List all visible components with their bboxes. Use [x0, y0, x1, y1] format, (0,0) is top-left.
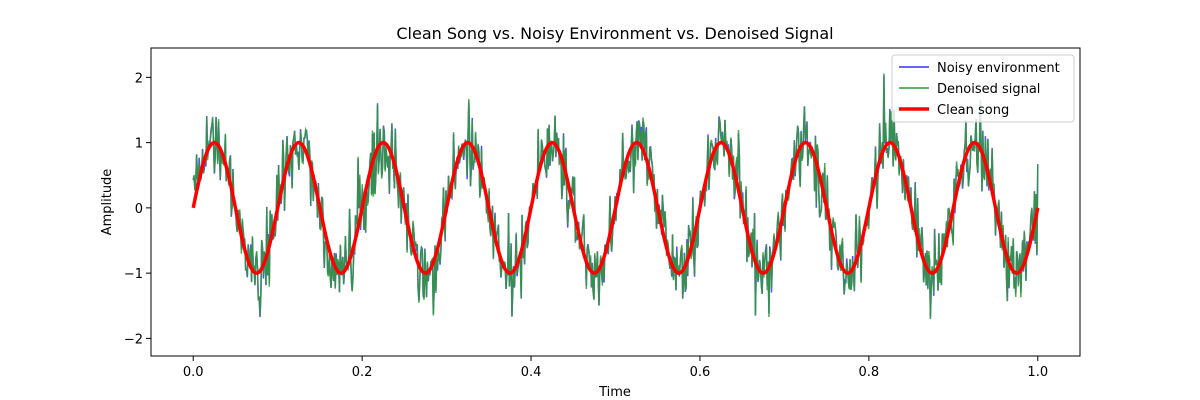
legend-label: Clean song — [937, 103, 1009, 118]
x-tick-label: 0.2 — [352, 365, 373, 380]
x-tick-label: 0.4 — [521, 365, 542, 380]
legend-label: Noisy environment — [937, 61, 1060, 76]
axes-frame — [150, 47, 1081, 357]
legend: Noisy environment Denoised signal Clean so… — [891, 54, 1075, 123]
y-tick-label: −1 — [124, 267, 143, 282]
legend-box — [891, 54, 1075, 123]
x-axis-label: Time — [598, 385, 631, 400]
y-tick-label: −2 — [124, 332, 143, 347]
series-clean-song-line — [191, 140, 1040, 275]
y-tick-label: 0 — [135, 202, 143, 217]
y-tick-label: 2 — [135, 71, 143, 86]
y-axis-label: Amplitude — [100, 169, 115, 236]
x-tick-label: 0.8 — [859, 365, 880, 380]
x-tick-label: 0.0 — [183, 365, 204, 380]
x-tick-label: 1.0 — [1027, 365, 1048, 380]
x-tick-label: 0.6 — [690, 365, 711, 380]
chart-title: Clean Song vs. Noisy Environment vs. Den… — [396, 24, 833, 43]
y-tick-label: 1 — [135, 137, 143, 152]
plot-area — [191, 73, 1040, 320]
legend-label: Denoised signal — [937, 82, 1040, 97]
axis-ticks: 0.0 0.2 0.4 0.6 0.8 1.0 −2 −1 0 1 2 — [124, 71, 1048, 380]
